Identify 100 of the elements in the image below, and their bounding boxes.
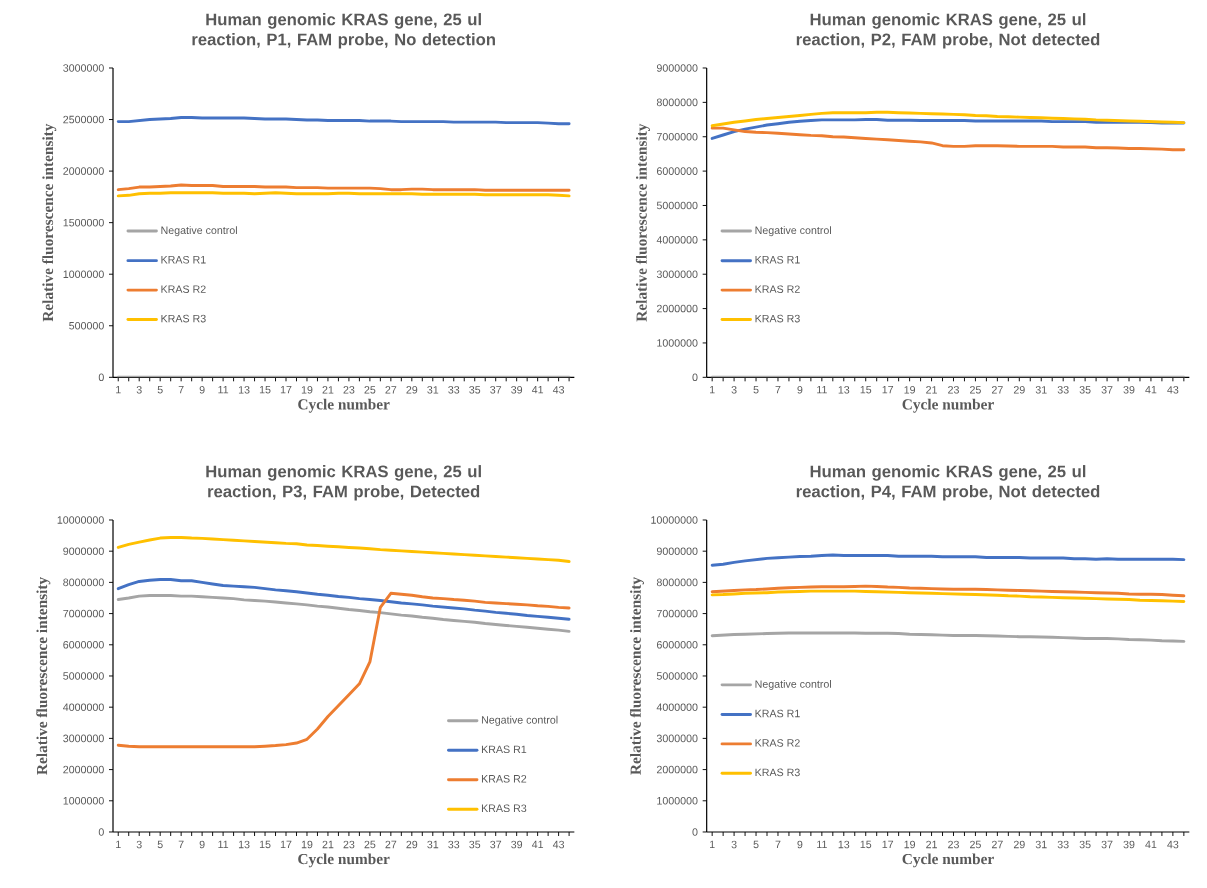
y-tick-label: 8000000 [656,578,698,587]
chart-title: Human genomic KRAS gene, 25 ul reaction, P3, FAM probe, Detected [206,465,481,501]
y-tick-label: 9000000 [63,547,104,555]
y-tick-label: 9000000 [656,547,698,555]
x-tick-label: 29 [406,386,418,394]
y-axis-title: Relative fluorescence intensity [635,123,650,322]
x-tick-label: 33 [448,386,460,394]
x-tick-label: 1 [710,840,715,849]
x-tick-label: 11 [817,840,827,849]
x-tick-label: 19 [904,386,916,394]
x-tick-label: 9 [199,840,205,849]
x-tick-label: 31 [427,840,439,849]
y-tick-label: 6000000 [656,167,698,175]
x-tick-label: 13 [838,840,850,849]
x-tick-label: 13 [238,386,250,394]
y-tick-label: 6000000 [656,641,698,649]
x-tick-label: 39 [511,386,523,394]
y-tick-label: 1500000 [63,218,104,227]
x-tick-label: 3 [731,840,737,849]
x-tick-label: 19 [301,840,313,849]
x-tick-label: 23 [343,840,355,849]
x-tick-label: 37 [1101,840,1113,849]
y-tick-label: 2500000 [63,115,104,124]
legend-label: KRAS R1 [481,745,527,754]
x-tick-label: 31 [1035,840,1047,849]
y-tick-label: 5000000 [656,672,698,680]
x-tick-label: 17 [882,386,894,394]
x-tick-label: 41 [1145,386,1157,394]
x-tick-label: 5 [157,840,163,849]
y-tick-label: 3000000 [63,64,104,72]
x-tick-label: 11 [218,840,229,849]
y-tick-label: 3000000 [63,734,104,743]
x-axis-title: Cycle number [298,853,390,868]
x-tick-label: 9 [797,840,803,849]
y-tick-label: 6000000 [63,641,104,649]
x-tick-label: 43 [1167,386,1179,394]
x-tick-label: 35 [1079,386,1091,394]
y-tick-label: 2000000 [656,304,698,313]
x-tick-label: 35 [469,386,481,394]
legend-label: KRAS R1 [755,255,800,264]
x-tick-label: 7 [775,386,781,394]
legend-label: KRAS R2 [161,285,206,293]
legend-label: KRAS R3 [481,804,527,813]
y-tick-label: 2000000 [656,765,698,774]
x-tick-label: 17 [280,386,292,394]
legend-label: Negative control [161,226,237,237]
x-tick-label: 21 [322,840,334,849]
x-tick-label: 25 [970,386,981,394]
y-tick-label: 2000000 [63,765,104,774]
x-tick-label: 5 [753,386,759,394]
y-axis-title: Relative fluorescence intensity [42,123,57,322]
x-tick-label: 3 [136,840,142,849]
y-axis-title: Relative fluorescence intensity [629,577,645,775]
legend-label: KRAS R2 [755,285,800,293]
x-tick-label: 1 [710,386,715,394]
y-tick-label: 7000000 [656,132,698,141]
y-tick-label: 3000000 [656,270,698,278]
x-tick-label: 21 [926,840,937,849]
x-tick-label: 3 [136,386,142,394]
x-tick-label: 5 [157,386,163,394]
x-tick-label: 9 [199,386,205,394]
y-tick-label: 1000000 [657,797,698,805]
x-tick-label: 7 [178,386,184,394]
x-tick-label: 19 [904,840,916,849]
x-tick-label: 15 [259,386,271,394]
x-tick-label: 23 [343,386,355,394]
x-tick-label: 33 [1057,386,1069,394]
x-tick-label: 19 [301,386,313,394]
y-tick-label: 8000000 [63,578,104,587]
chart-title: Human genomic KRAS gene, 25 ul reaction, P4, FAM probe, Not detected [796,465,1100,501]
x-tick-label: 27 [385,840,397,849]
x-tick-label: 21 [926,386,937,394]
x-tick-label: 39 [1123,386,1135,394]
x-tick-label: 37 [1101,386,1113,394]
x-tick-label: 17 [882,840,894,849]
x-tick-label: 3 [731,386,737,394]
chart-title: Human genomic KRAS gene, 25 ul reaction, P1, FAM probe, No detection [192,13,495,49]
chart-title: Human genomic KRAS gene, 25 ul reaction, P2, FAM probe, Not detected [796,13,1100,49]
legend-label: KRAS R3 [161,314,206,323]
x-tick-label: 29 [406,840,418,849]
x-tick-label: 25 [364,386,376,394]
y-tick-label: 10000000 [57,516,104,524]
x-tick-label: 5 [753,840,759,849]
y-tick-label: 1000000 [657,339,698,347]
x-tick-label: 1 [116,386,121,394]
y-tick-label: 5000000 [656,201,698,210]
legend-label: Negative control [481,715,558,726]
x-tick-label: 25 [364,840,376,849]
x-tick-label: 27 [991,386,1003,394]
x-tick-label: 39 [1123,840,1135,849]
x-tick-label: 15 [860,840,872,849]
y-tick-label: 4000000 [656,236,698,244]
x-tick-label: 37 [490,840,502,849]
x-tick-label: 35 [1079,840,1091,849]
x-tick-label: 11 [817,386,827,394]
x-tick-label: 25 [970,840,981,849]
legend-label: KRAS R1 [755,709,800,718]
x-tick-label: 39 [511,840,523,849]
x-tick-label: 13 [238,840,250,849]
x-tick-label: 17 [280,840,292,849]
